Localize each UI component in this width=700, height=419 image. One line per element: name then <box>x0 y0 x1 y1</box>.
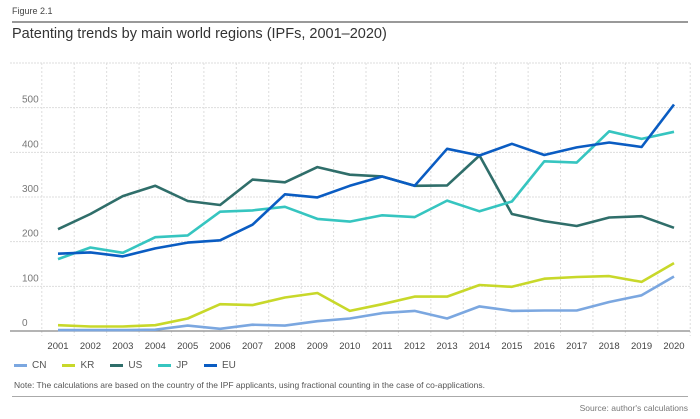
legend-swatch <box>203 364 217 367</box>
legend-item-cn: CN <box>14 360 46 371</box>
y-tick-label: 200 <box>22 229 39 240</box>
legend-label: KR <box>80 360 95 371</box>
series-line-jp <box>57 130 675 261</box>
legend-label: CN <box>32 360 47 371</box>
x-tick-label: 2005 <box>177 341 198 352</box>
legend-item-us: US <box>110 360 142 371</box>
y-tick-label: 0 <box>22 318 28 329</box>
x-tick-label: 2001 <box>47 341 68 352</box>
x-tick-label: 2017 <box>566 341 587 352</box>
legend-swatch <box>110 364 124 367</box>
x-tick-label: 2013 <box>436 341 457 352</box>
x-tick-label: 2008 <box>274 341 295 352</box>
y-tick-label: 300 <box>22 184 39 195</box>
chart-title: Patenting trends by main world regions (… <box>12 26 387 42</box>
source: Source: author's calculations <box>579 403 688 413</box>
y-tick-label: 400 <box>22 139 39 150</box>
x-tick-label: 2010 <box>339 341 360 352</box>
figure-label: Figure 2.1 <box>12 6 53 16</box>
x-tick-label: 2018 <box>599 341 620 352</box>
series-line-kr <box>57 261 675 328</box>
legend-swatch <box>14 364 27 367</box>
x-tick-label: 2016 <box>534 341 555 352</box>
legend: CN KR US JP EU <box>14 360 236 371</box>
x-tick-label: 2019 <box>631 341 652 352</box>
bottom-divider <box>12 396 688 397</box>
legend-label: JP <box>176 360 188 371</box>
x-tick-label: 2002 <box>80 341 101 352</box>
x-tick-label: 2012 <box>404 341 425 352</box>
x-tick-label: 2014 <box>469 341 490 352</box>
x-tick-label: 2011 <box>372 341 392 352</box>
x-tick-label: 2020 <box>663 341 684 352</box>
series-line-eu <box>57 103 676 258</box>
note: Note: The calculations are based on the … <box>14 380 485 390</box>
x-tick-label: 2015 <box>501 341 522 352</box>
legend-item-jp: JP <box>158 360 188 371</box>
top-divider <box>12 21 688 23</box>
x-tick-label: 2004 <box>145 341 166 352</box>
legend-label: US <box>128 360 143 371</box>
y-tick-label: 500 <box>22 95 39 106</box>
x-tick-label: 2006 <box>210 341 231 352</box>
x-tick-label: 2007 <box>242 341 263 352</box>
series-line-cn <box>58 275 675 332</box>
series-line-us <box>57 154 675 231</box>
y-tick-label: 100 <box>22 273 39 284</box>
x-tick-label: 2003 <box>112 341 133 352</box>
legend-item-kr: KR <box>62 360 94 371</box>
legend-swatch <box>62 364 76 367</box>
legend-label: EU <box>221 360 236 371</box>
x-tick-label: 2009 <box>307 341 328 352</box>
legend-item-eu: EU <box>203 360 236 371</box>
legend-swatch <box>158 364 172 367</box>
